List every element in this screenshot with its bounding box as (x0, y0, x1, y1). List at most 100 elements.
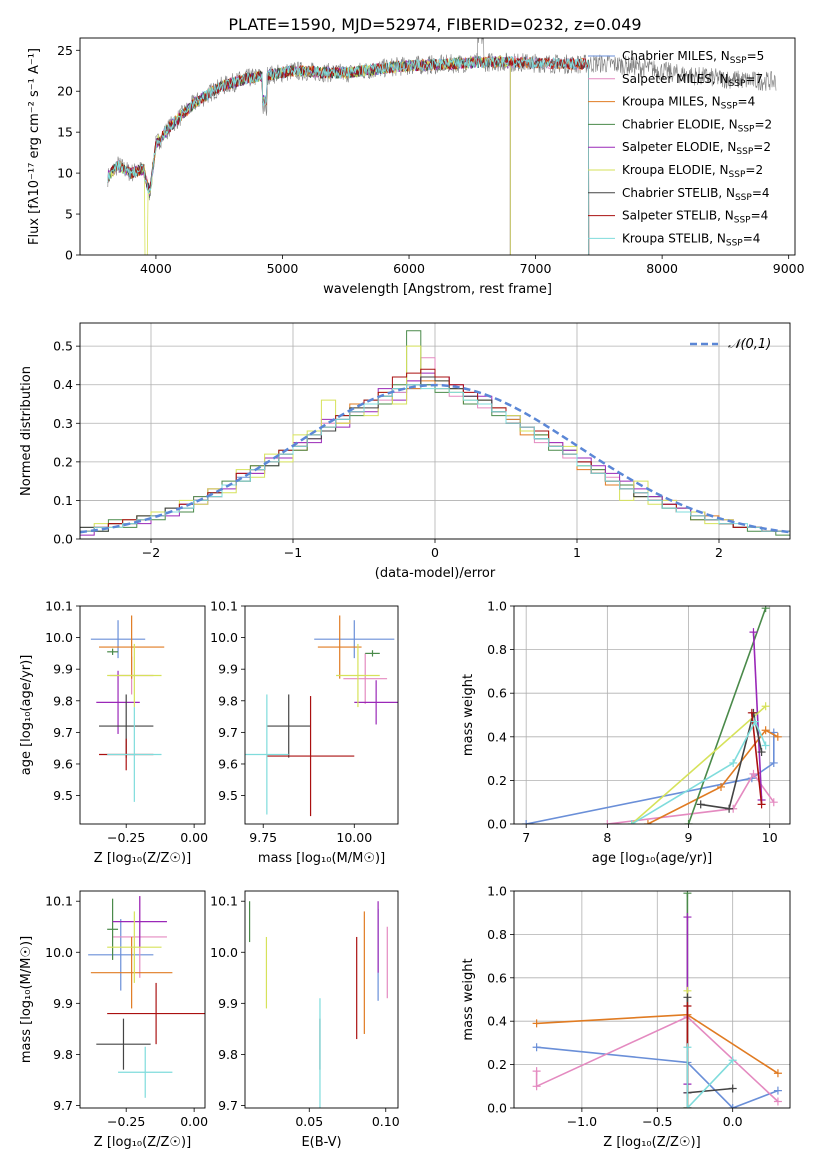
y-tick-label: 25 (57, 43, 73, 58)
data-point-marker (729, 758, 738, 767)
plot-content-age_vs_mass (245, 615, 398, 817)
data-point-marker (773, 1069, 782, 1078)
y-tick-label: 10.0 (210, 945, 238, 960)
y-tick-label: 0.6 (487, 970, 507, 985)
y-axis-label: Flux [fλ10⁻¹⁷ erg cm⁻² s⁻¹ A⁻¹] (27, 48, 42, 245)
y-tick-label: 9.7 (53, 1098, 73, 1113)
x-tick-label: 4000 (140, 261, 172, 276)
data-point-marker (603, 820, 612, 824)
y-tick-label: 9.5 (218, 788, 238, 803)
model-spectrum-chabrier-miles (107, 56, 590, 255)
y-tick-label: 0.6 (487, 686, 507, 701)
y-tick-label: 9.6 (53, 756, 73, 771)
y-tick-label: 0.3 (53, 416, 73, 431)
model-spectrum-salpeter-stelib (107, 56, 590, 255)
legend-label: Kroupa MILES, NSSP=4 (622, 95, 755, 112)
figure-title: PLATE=1590, MJD=52974, FIBERID=0232, z=0… (228, 15, 641, 34)
x-tick-label: −2 (142, 545, 160, 560)
series-line-kroupa-miles (647, 729, 779, 824)
model-spectrum-salpeter-miles (107, 56, 590, 255)
plot-content-age_vs_Z (90, 615, 165, 802)
series-line-kroupa-stelib (631, 719, 767, 824)
x-axis-label: age [log₁₀(age/yr)] (592, 851, 713, 866)
axes-frame (513, 890, 791, 1109)
x-axis-label: E(B-V) (301, 1135, 341, 1150)
series-line-chabrier-stelib (700, 712, 763, 810)
x-tick-label: 1 (573, 545, 581, 560)
y-tick-label: 10.1 (45, 894, 73, 909)
panel-age_vs_Z: −0.25 0.00 9.5 9.6 9.7 9.8 9.9 10.0 10.1 Z [log₁₀… (19, 599, 208, 867)
data-point-marker (761, 702, 770, 711)
x-tick-label: 10 (762, 830, 778, 845)
model-spectrum-chabrier-elodie (107, 55, 511, 255)
data-point-marker (683, 1043, 692, 1052)
data-point-marker (532, 1082, 541, 1091)
y-tick-label: 0 (65, 248, 73, 263)
y-tick-label: 0.2 (53, 454, 73, 469)
panel-mass_weight_vs_age: 7 8 9 10 0.0 0.2 0.4 0.6 0.8 1.0 age [log₁₀(age/yr… (461, 599, 791, 866)
data-point-marker (522, 820, 531, 824)
y-tick-label: 10.0 (210, 630, 238, 645)
legend-label: Kroupa STELIB, NSSP=4 (622, 231, 760, 248)
data-point-marker (643, 820, 652, 824)
data-point-marker (773, 1086, 782, 1095)
legend-label: Chabrier ELODIE, NSSP=2 (622, 117, 772, 134)
data-point-marker (627, 820, 636, 824)
axes-frame (513, 605, 791, 825)
y-axis-label: mass weight (461, 674, 476, 756)
series-line-salpeter-stelib (751, 712, 763, 805)
y-tick-label: 0.2 (487, 773, 507, 788)
legend-label: Chabrier STELIB, NSSP=4 (622, 186, 770, 203)
x-tick-label: −0.5 (642, 1114, 672, 1129)
histogram-kroupa-elodie (80, 345, 790, 539)
x-tick-label: −0.25 (107, 1114, 145, 1129)
x-tick-label: 9000 (773, 261, 805, 276)
panel-mass_vs_Z: −0.25 0.00 9.7 9.8 9.9 10.0 10.1 Z [log₁₀(Z/Z☉)… (19, 890, 208, 1150)
data-point-marker (749, 769, 758, 778)
x-tick-label: 0 (431, 545, 439, 560)
y-tick-label: 0.0 (487, 817, 507, 832)
y-tick-label: 0.0 (53, 532, 73, 547)
data-point-marker (728, 1056, 737, 1065)
plot-content-mass_weight_vs_age (522, 606, 782, 824)
model-spectrum-kroupa-miles (107, 55, 590, 255)
x-tick-label: 7000 (520, 261, 552, 276)
axes-frame (79, 890, 206, 1109)
series-line-salpeter-elodie (752, 632, 763, 801)
histogram-kroupa-stelib (80, 384, 790, 539)
panel-residuals: −2 −1 0 1 2 0.0 0.1 0.2 0.3 0.4 0.5 (data-model)/er… (19, 322, 791, 581)
y-tick-label: 20 (57, 84, 73, 99)
data-point-marker (683, 913, 692, 922)
y-tick-label: 10.1 (210, 599, 238, 614)
y-axis-label: mass weight (461, 958, 476, 1040)
spectrum-legend: Chabrier MILES, NSSP=5 Salpeter MILES, NS… (588, 49, 772, 248)
legend-label: Kroupa ELODIE, NSSP=2 (622, 163, 763, 180)
y-tick-label: 9.6 (218, 756, 238, 771)
model-spectrum-salpeter-elodie (107, 55, 511, 255)
x-tick-label: −0.25 (107, 830, 145, 845)
y-tick-label: 9.7 (53, 725, 73, 740)
y-tick-label: 9.5 (53, 788, 73, 803)
x-tick-label: 0.00 (180, 830, 208, 845)
y-tick-label: 5 (65, 207, 73, 222)
x-tick-label: 9 (685, 830, 693, 845)
data-point-marker (761, 606, 770, 613)
legend-label: Salpeter STELIB, NSSP=4 (622, 209, 768, 226)
x-axis-label: (data-model)/error (375, 566, 496, 581)
x-tick-label: 2 (715, 545, 723, 560)
y-axis-label: mass [log₁₀(M/M☉)] (19, 936, 34, 1063)
plot-area: 4000 5000 6000 7000 8000 90000510152025wavele… (19, 37, 805, 1150)
x-axis-label: wavelength [Angstrom, rest frame] (323, 282, 552, 297)
plot-content-mass_vs_Z (88, 896, 205, 1098)
data-point-marker (683, 1002, 692, 1011)
y-tick-label: 0.8 (487, 642, 507, 657)
y-tick-label: 10.0 (45, 630, 73, 645)
model-spectrum-kroupa-elodie (107, 55, 511, 255)
x-axis-label: Z [log₁₀(Z/Z☉)] (94, 1135, 191, 1150)
x-tick-label: 6000 (393, 261, 425, 276)
y-tick-label: 9.9 (53, 662, 73, 677)
series-line-kroupa-elodie (631, 705, 767, 824)
y-tick-label: 9.9 (218, 996, 238, 1011)
x-tick-label: 9.75 (249, 830, 277, 845)
data-point-marker (761, 741, 770, 750)
